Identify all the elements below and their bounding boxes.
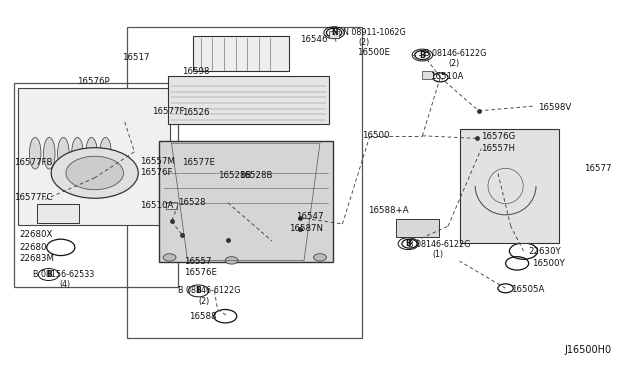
Text: 22630Y: 22630Y [528,247,561,256]
Text: B: B [420,51,425,60]
Text: 16577: 16577 [584,164,611,173]
Ellipse shape [29,138,41,169]
Text: 22680: 22680 [19,243,47,252]
Text: N 08911-1062G: N 08911-1062G [343,28,406,37]
Ellipse shape [100,138,111,169]
Text: 16547: 16547 [296,212,323,221]
Text: (2): (2) [448,60,460,68]
Text: 16557H: 16557H [481,144,515,153]
Text: 16517: 16517 [122,53,149,62]
Text: (2): (2) [198,297,210,306]
Text: 16577F: 16577F [152,107,185,116]
Text: (1): (1) [432,250,443,259]
Text: 16546: 16546 [300,35,327,44]
Text: 16557M: 16557M [140,157,175,166]
Text: 16588+A: 16588+A [368,206,408,215]
Text: B 08156-62533: B 08156-62533 [33,270,95,279]
Text: 16577FB: 16577FB [14,158,52,167]
Bar [37,204,79,223]
Text: B: B [406,239,411,248]
Text: (2): (2) [358,38,370,47]
Text: 16576G: 16576G [481,132,516,141]
Text: 16526: 16526 [182,108,210,117]
Text: 16557: 16557 [184,257,212,266]
Text: 16500E: 16500E [357,48,390,57]
Text: 16528: 16528 [178,198,205,207]
Bar [18,88,170,225]
Bar [166,202,177,209]
Text: 22683M: 22683M [19,254,54,263]
Text: 16510A: 16510A [140,201,173,210]
Bar [127,27,362,338]
Text: B 08146-6122G: B 08146-6122G [424,49,486,58]
Text: 16505A: 16505A [511,285,544,294]
Text: 16500: 16500 [362,131,389,140]
Text: 16598: 16598 [182,67,210,76]
Text: B: B [46,270,51,279]
Circle shape [163,254,176,261]
Bar [460,129,559,243]
Circle shape [51,148,138,198]
Ellipse shape [86,138,97,169]
Ellipse shape [72,138,83,169]
Bar [14,83,178,287]
Text: 16528B: 16528B [218,171,251,180]
Text: 16500Y: 16500Y [532,259,565,268]
Text: 16576E: 16576E [184,268,218,277]
Text: 16587N: 16587N [289,224,323,233]
Bar [159,141,333,262]
Bar [193,36,289,71]
Text: 16576P: 16576P [77,77,109,86]
Text: 16528B: 16528B [239,171,273,180]
Text: 22680X: 22680X [19,230,52,239]
Text: (4): (4) [59,280,70,289]
Circle shape [66,156,124,190]
Text: B 08146-6122G: B 08146-6122G [178,286,240,295]
Text: B: B [196,286,201,295]
Text: 16588: 16588 [189,312,216,321]
Bar [422,71,433,79]
Circle shape [314,254,326,261]
Text: 16577E: 16577E [182,158,216,167]
Text: N: N [331,28,337,37]
Bar [329,31,339,38]
Text: 16577FC: 16577FC [14,193,52,202]
Bar [168,76,329,124]
Text: 16576F: 16576F [140,169,172,177]
Ellipse shape [44,138,55,169]
Ellipse shape [58,138,69,169]
Text: 16510A: 16510A [430,72,463,81]
Bar [396,219,439,237]
Text: J16500H0: J16500H0 [564,346,612,355]
Text: 16598V: 16598V [538,103,571,112]
Circle shape [225,257,238,264]
Text: B 08146-6122G: B 08146-6122G [408,240,470,249]
